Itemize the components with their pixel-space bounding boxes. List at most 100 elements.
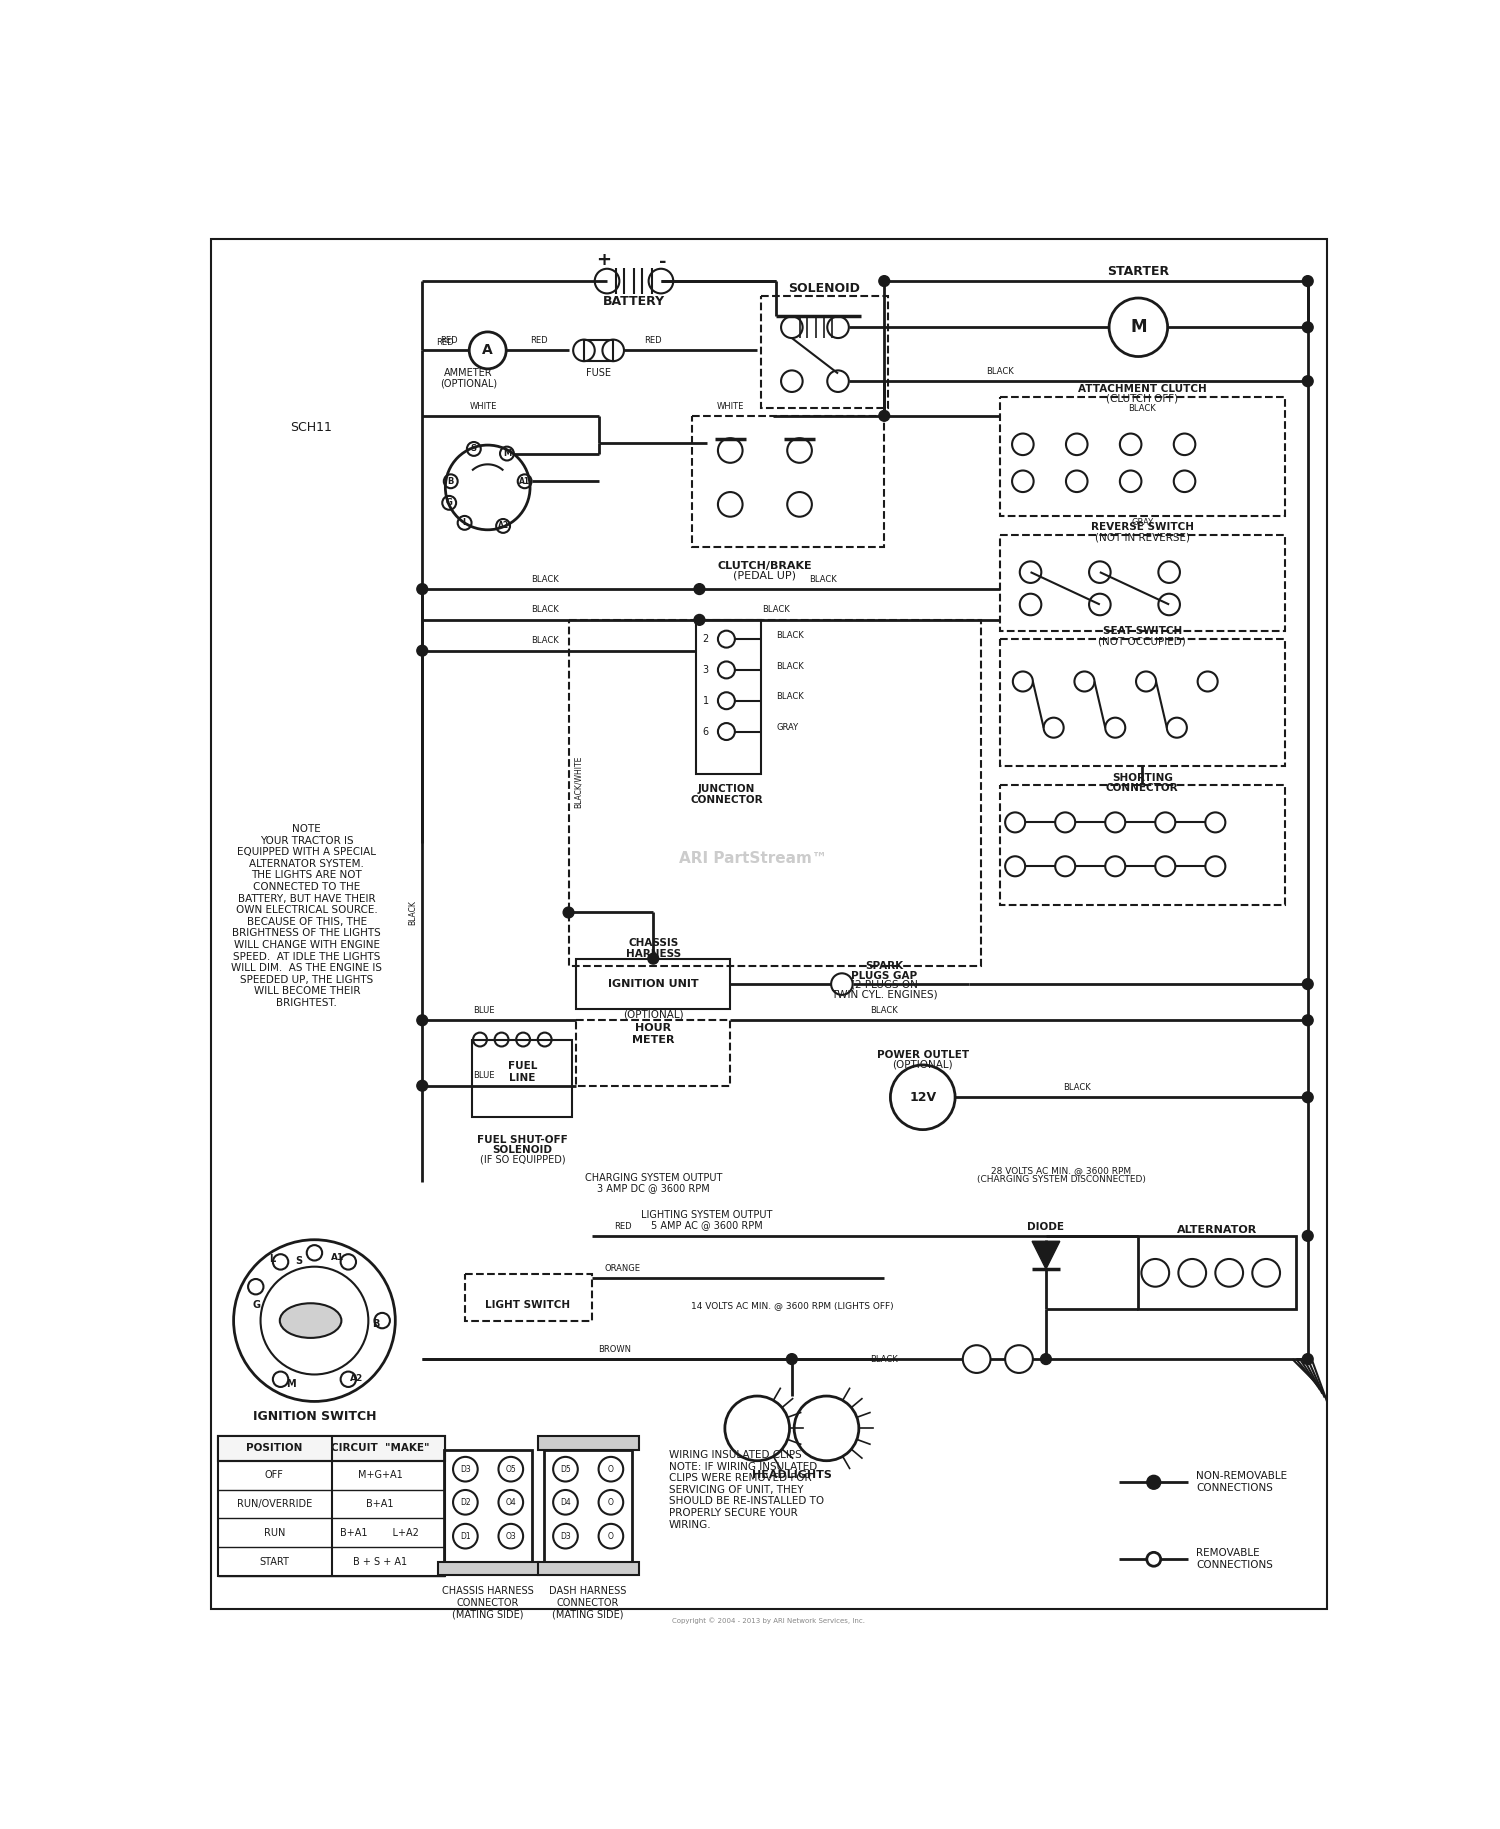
Text: B+A1: B+A1 [366,1500,393,1509]
Text: Copyright © 2004 - 2013 by ARI Network Services, Inc.: Copyright © 2004 - 2013 by ARI Network S… [672,1617,865,1624]
Text: BLACK: BLACK [531,605,560,615]
Bar [999,785,1284,905]
Text: S: S [296,1255,303,1266]
Text: O4: O4 [506,1498,516,1507]
Text: 6: 6 [702,726,708,737]
Text: A2: A2 [498,521,508,530]
Text: CIRCUIT  "MAKE": CIRCUIT "MAKE" [330,1443,429,1454]
Text: RUN/OVERRIDE: RUN/OVERRIDE [237,1500,312,1509]
Circle shape [648,953,658,964]
Text: GRAY: GRAY [1131,518,1154,527]
Text: A2: A2 [350,1374,363,1383]
Text: ORANGE: ORANGE [604,1264,640,1273]
Text: ATTACHMENT CLUTCH: ATTACHMENT CLUTCH [1078,384,1206,393]
Bar [217,1436,446,1577]
Circle shape [879,410,890,421]
Text: METER: METER [632,1035,675,1044]
Text: (OPTIONAL): (OPTIONAL) [440,379,497,388]
Circle shape [1148,1476,1161,1489]
Text: LINE: LINE [509,1074,536,1083]
Text: D1: D1 [460,1531,471,1540]
Text: CLUTCH/BRAKE: CLUTCH/BRAKE [717,562,812,571]
Text: (PEDAL UP): (PEDAL UP) [734,571,796,582]
Text: (CHARGING SYSTEM DISCONNECTED): (CHARGING SYSTEM DISCONNECTED) [976,1176,1146,1183]
Circle shape [1041,1353,1052,1364]
Text: PLUGS GAP: PLUGS GAP [850,971,918,980]
Text: RED: RED [436,338,453,348]
Text: A1: A1 [332,1253,344,1262]
Text: A1: A1 [519,477,530,487]
Text: SEAT SWITCH: SEAT SWITCH [1102,626,1182,636]
Bar [438,1562,538,1575]
Text: BLACK: BLACK [808,574,837,583]
Text: G: G [446,497,453,507]
Text: D4: D4 [560,1498,572,1507]
Circle shape [1302,276,1312,287]
Text: O: O [608,1465,613,1474]
Text: HEADLIGHTS: HEADLIGHTS [752,1469,833,1480]
Text: O: O [608,1498,613,1507]
Text: POWER OUTLET: POWER OUTLET [876,1050,969,1061]
Polygon shape [1032,1242,1060,1269]
Bar [760,296,888,408]
Text: D3: D3 [560,1531,572,1540]
Text: FUSE: FUSE [586,368,610,379]
Bar [217,1436,446,1461]
Circle shape [1302,1353,1312,1364]
Text: CHASSIS HARNESS
CONNECTOR
(MATING SIDE): CHASSIS HARNESS CONNECTOR (MATING SIDE) [442,1586,534,1619]
Circle shape [963,1344,990,1374]
Text: L: L [268,1255,274,1264]
Text: (2 PLUGS ON: (2 PLUGS ON [850,980,918,989]
Bar [472,1039,573,1116]
Text: ALTERNATOR: ALTERNATOR [1178,1225,1257,1235]
Text: M: M [286,1379,296,1388]
Text: M+G+A1: M+G+A1 [357,1471,402,1480]
Text: GRAY: GRAY [777,722,798,732]
Text: FUEL: FUEL [507,1061,537,1072]
Text: NON-REMOVABLE
CONNECTIONS: NON-REMOVABLE CONNECTIONS [1196,1472,1287,1492]
Text: 2: 2 [702,635,708,644]
Circle shape [879,276,890,287]
Text: BLACK: BLACK [777,662,804,671]
Circle shape [1005,1344,1034,1374]
Text: BLACK: BLACK [531,636,560,646]
Text: ARI PartStream™: ARI PartStream™ [680,850,828,867]
Text: BLACK: BLACK [762,605,790,615]
Text: CHASSIS: CHASSIS [628,938,678,947]
Text: LIGHT SWITCH: LIGHT SWITCH [484,1300,570,1310]
Text: HOUR: HOUR [634,1022,672,1033]
Text: BLACK: BLACK [777,693,804,701]
Text: LIGHTING SYSTEM OUTPUT: LIGHTING SYSTEM OUTPUT [642,1211,772,1220]
Bar [465,1275,591,1321]
Text: A: A [483,344,494,357]
Text: SHORTING: SHORTING [1112,772,1173,783]
Bar [537,1562,639,1575]
Text: RED: RED [530,337,548,346]
Text: SOLENOID: SOLENOID [789,282,859,294]
Text: S: S [471,444,477,454]
Text: 14 VOLTS AC MIN. @ 3600 RPM (LIGHTS OFF): 14 VOLTS AC MIN. @ 3600 RPM (LIGHTS OFF) [690,1300,892,1310]
Circle shape [786,1353,796,1364]
Bar [999,536,1284,631]
Text: (CLUTCH OFF): (CLUTCH OFF) [1106,393,1179,402]
Text: CONNECTOR: CONNECTOR [1106,783,1179,792]
Text: (NOT OCCUPIED): (NOT OCCUPIED) [1098,636,1186,646]
Text: (IF SO EQUIPPED): (IF SO EQUIPPED) [480,1154,566,1165]
Text: 3 AMP DC @ 3600 RPM: 3 AMP DC @ 3600 RPM [597,1183,709,1193]
Bar [999,397,1284,516]
Text: B+A1        L+A2: B+A1 L+A2 [340,1527,420,1538]
Text: BLACK/WHITE: BLACK/WHITE [573,755,582,808]
Text: STARTER: STARTER [1107,265,1170,278]
Text: M: M [1130,318,1146,337]
Text: REMOVABLE
CONNECTIONS: REMOVABLE CONNECTIONS [1196,1549,1274,1569]
Text: D2: D2 [460,1498,471,1507]
Circle shape [1302,322,1312,333]
Text: O3: O3 [506,1531,516,1540]
Text: HARNESS: HARNESS [626,949,681,958]
Bar [544,1450,633,1562]
Text: BLUE: BLUE [472,1072,495,1081]
Bar [576,1021,730,1086]
Bar [692,415,885,547]
Circle shape [694,615,705,626]
Text: RED: RED [441,337,458,346]
